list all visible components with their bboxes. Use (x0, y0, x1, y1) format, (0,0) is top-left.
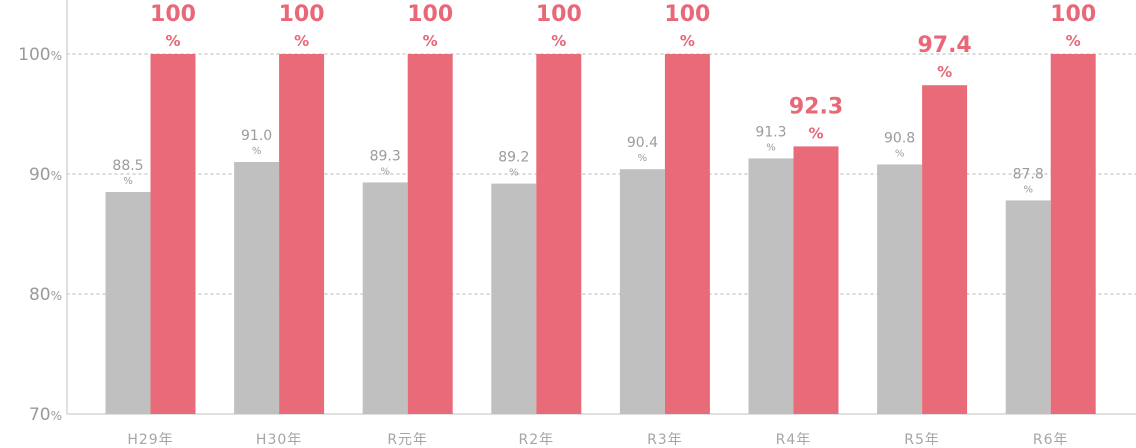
bars (105, 54, 1096, 414)
data-label-series-1: 88.5 (112, 158, 143, 174)
x-tick-label: R2年 (518, 432, 554, 448)
bar-series-1 (105, 192, 151, 414)
data-label-unit: % (1023, 184, 1033, 195)
data-label-unit: % (294, 32, 309, 50)
data-label-unit: % (423, 32, 438, 50)
data-label-series-1: 90.4 (627, 135, 658, 151)
data-label-series-2: 100 (664, 2, 710, 27)
data-label-series-1: 87.8 (1013, 166, 1044, 182)
data-label-unit: % (808, 124, 823, 142)
data-label-series-2: 92.3 (789, 94, 843, 119)
data-label-series-2: 100 (1050, 2, 1096, 27)
data-label-unit: % (252, 146, 262, 157)
x-axis: H29年 H30年 R元年 R2年 R3年 R4年 R5年 R6年 (127, 432, 1069, 448)
data-label-series-1: 90.8 (884, 130, 915, 146)
bar-series-2 (150, 54, 196, 414)
y-tick-label: 100% (18, 45, 62, 65)
bar-series-2 (922, 85, 968, 414)
data-label-unit: % (680, 32, 695, 50)
data-label-unit: % (766, 142, 776, 153)
data-label-series-1: 91.0 (241, 128, 272, 144)
x-tick-label: R5年 (904, 432, 940, 448)
data-label-unit: % (551, 32, 566, 50)
data-label-unit: % (380, 166, 390, 177)
bar-series-2 (664, 54, 710, 414)
data-label-unit: % (1066, 32, 1081, 50)
bar-series-1 (748, 158, 794, 414)
data-label-unit: % (937, 63, 952, 81)
x-tick-label: H29年 (127, 432, 173, 448)
bar-series-1 (1005, 200, 1051, 414)
x-tick-label: H30年 (256, 432, 302, 448)
bar-series-1 (877, 164, 923, 414)
bar-series-2 (793, 146, 839, 414)
bar-series-1 (619, 169, 665, 414)
data-label-unit: % (895, 148, 905, 159)
bar-series-2 (407, 54, 453, 414)
data-label-unit: % (123, 176, 133, 187)
y-tick-label: 90% (29, 165, 62, 185)
data-label-series-1: 89.3 (370, 148, 401, 164)
data-label-series-2: 100 (536, 2, 582, 27)
data-label-series-1: 91.3 (755, 124, 786, 140)
data-label-unit: % (165, 32, 180, 50)
bar-series-1 (491, 183, 537, 414)
x-tick-label: R3年 (647, 432, 683, 448)
x-tick-label: R6年 (1033, 432, 1069, 448)
bar-series-2 (536, 54, 582, 414)
y-tick-label: 80% (29, 285, 62, 305)
gridlines (66, 53, 1136, 415)
data-label-unit: % (638, 153, 648, 164)
bar-series-2 (279, 54, 325, 414)
bar-series-1 (362, 182, 408, 414)
data-label-series-2: 100 (150, 2, 196, 27)
y-axis: 70% 80% 90% 100% (18, 0, 68, 425)
bar-series-1 (234, 162, 280, 414)
bar-series-2 (1050, 54, 1096, 414)
data-label-series-2: 100 (279, 2, 325, 27)
x-tick-label: R4年 (776, 432, 812, 448)
data-label-series-1: 89.2 (498, 150, 529, 166)
data-label-series-2: 100 (407, 2, 453, 27)
data-label-series-2: 97.4 (917, 33, 971, 58)
x-tick-label: R元年 (387, 432, 428, 448)
y-tick-label: 70% (29, 405, 62, 425)
data-label-unit: % (509, 168, 519, 179)
data-labels: 88.5% 100% 91.0% 100% 89.3% 100% 89.2% 100% 90.4… (112, 2, 1096, 195)
